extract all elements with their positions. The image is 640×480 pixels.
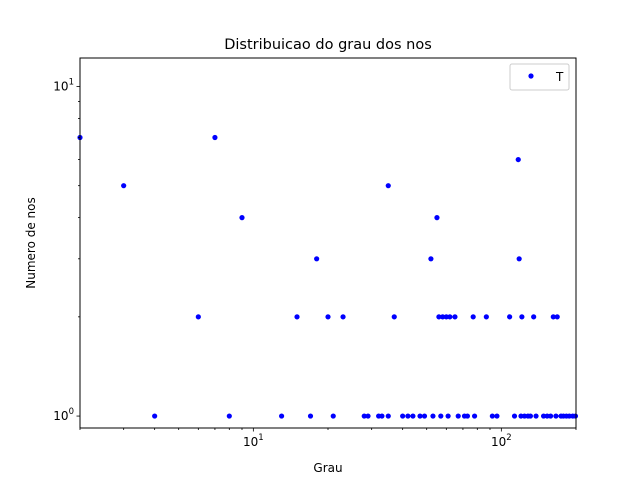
data-point	[507, 314, 513, 320]
y-tick-label: 100	[53, 407, 74, 423]
data-point	[391, 314, 397, 320]
data-point	[428, 256, 434, 262]
data-point	[410, 413, 416, 419]
data-point	[340, 314, 346, 320]
data-point	[531, 314, 537, 320]
data-point	[365, 413, 371, 419]
data-point	[314, 256, 320, 262]
data-point	[515, 156, 521, 163]
data-point	[385, 413, 391, 419]
data-point	[548, 413, 554, 419]
data-point	[430, 413, 436, 419]
data-point	[307, 413, 314, 419]
data-point	[471, 413, 478, 419]
data-point	[405, 413, 411, 419]
data-point	[452, 314, 458, 320]
chart-title: Distribuicao do grau dos nos	[224, 37, 432, 53]
data-point	[417, 413, 423, 419]
y-axis-ticks: 100 101	[53, 77, 80, 423]
data-point	[540, 413, 547, 419]
data-point	[434, 215, 440, 221]
legend: T	[509, 63, 570, 91]
x-tick-label: 101	[243, 433, 264, 449]
data-point	[572, 413, 579, 419]
x-axis-label: Grau	[313, 461, 342, 475]
data-point	[455, 413, 461, 419]
data-point	[325, 314, 331, 320]
data-point	[519, 314, 525, 320]
data-point	[464, 413, 471, 419]
data-points	[77, 134, 579, 419]
data-point	[195, 314, 201, 320]
legend-label: T	[555, 70, 564, 84]
data-point	[440, 314, 446, 320]
data-point	[516, 256, 522, 262]
data-point	[121, 183, 127, 189]
data-point	[470, 314, 476, 320]
data-point	[527, 413, 534, 419]
y-tick-label: 101	[53, 77, 74, 93]
data-point	[483, 314, 489, 320]
legend-marker	[528, 73, 534, 79]
data-point	[447, 314, 453, 320]
data-point	[330, 413, 336, 419]
data-point	[436, 314, 442, 320]
y-axis-label: Numero de nos	[24, 197, 38, 289]
data-point	[361, 413, 367, 419]
plot-frame	[79, 57, 577, 429]
data-point	[438, 413, 444, 419]
data-point	[550, 314, 556, 320]
data-point	[294, 314, 300, 320]
data-point	[445, 413, 451, 419]
data-point	[152, 413, 158, 419]
data-point	[400, 413, 406, 419]
x-axis-ticks: 101 102	[79, 428, 577, 449]
legend-box	[509, 63, 570, 91]
data-point	[533, 413, 539, 419]
data-point	[379, 413, 385, 419]
data-point	[226, 413, 232, 419]
data-point	[279, 413, 285, 419]
x-tick-label: 102	[491, 433, 512, 449]
data-point	[212, 134, 218, 141]
data-point	[494, 413, 500, 419]
data-point	[554, 314, 560, 320]
data-point	[489, 413, 495, 419]
data-point	[385, 183, 391, 189]
data-point	[421, 413, 428, 419]
data-point	[553, 413, 559, 419]
data-point	[511, 413, 518, 419]
data-point	[239, 215, 245, 221]
